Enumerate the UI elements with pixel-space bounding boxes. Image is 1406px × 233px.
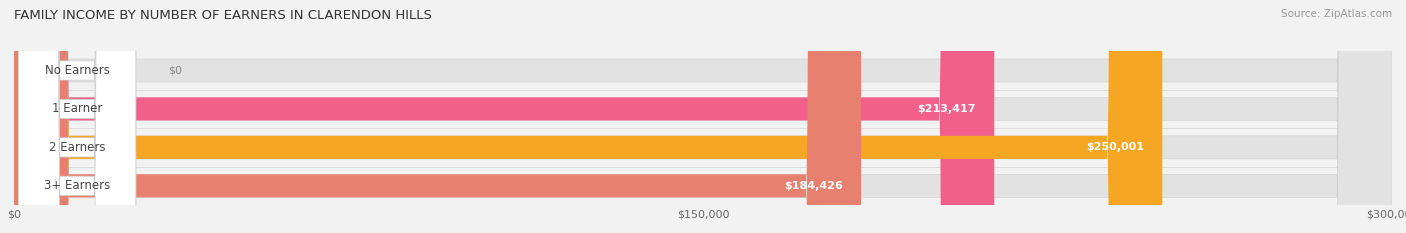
FancyBboxPatch shape xyxy=(14,0,994,233)
Text: $0: $0 xyxy=(167,65,181,75)
FancyBboxPatch shape xyxy=(14,0,1163,233)
FancyBboxPatch shape xyxy=(14,0,1392,233)
FancyBboxPatch shape xyxy=(14,0,1392,233)
FancyBboxPatch shape xyxy=(14,0,1392,233)
Text: FAMILY INCOME BY NUMBER OF EARNERS IN CLARENDON HILLS: FAMILY INCOME BY NUMBER OF EARNERS IN CL… xyxy=(14,9,432,22)
FancyBboxPatch shape xyxy=(18,0,136,233)
FancyBboxPatch shape xyxy=(18,0,136,233)
Text: $213,417: $213,417 xyxy=(917,104,976,114)
FancyBboxPatch shape xyxy=(18,0,136,233)
Text: 3+ Earners: 3+ Earners xyxy=(44,179,110,192)
Text: 2 Earners: 2 Earners xyxy=(49,141,105,154)
Text: 1 Earner: 1 Earner xyxy=(52,103,103,115)
FancyBboxPatch shape xyxy=(18,0,136,233)
FancyBboxPatch shape xyxy=(14,0,860,233)
Text: Source: ZipAtlas.com: Source: ZipAtlas.com xyxy=(1281,9,1392,19)
Text: $250,001: $250,001 xyxy=(1085,142,1144,152)
Text: $184,426: $184,426 xyxy=(785,181,842,191)
FancyBboxPatch shape xyxy=(14,0,1392,233)
Text: No Earners: No Earners xyxy=(45,64,110,77)
